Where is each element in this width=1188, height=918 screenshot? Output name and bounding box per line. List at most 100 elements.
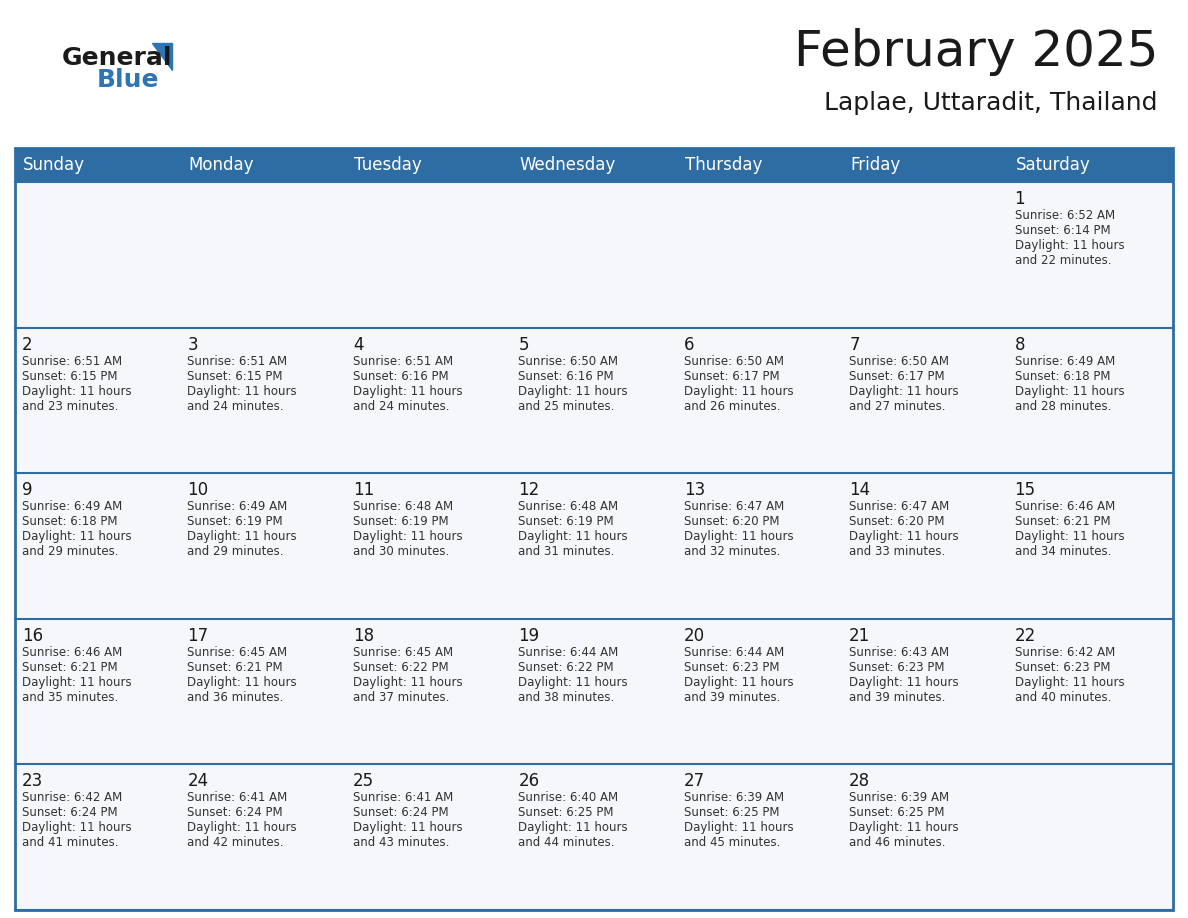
Text: Sunrise: 6:44 AM: Sunrise: 6:44 AM	[518, 645, 619, 659]
Text: Sunset: 6:23 PM: Sunset: 6:23 PM	[849, 661, 944, 674]
Text: 13: 13	[684, 481, 704, 499]
Text: and 33 minutes.: and 33 minutes.	[849, 545, 946, 558]
Bar	[15, 182, 181, 328]
Text: Sunrise: 6:39 AM: Sunrise: 6:39 AM	[684, 791, 784, 804]
Text: Daylight: 11 hours: Daylight: 11 hours	[23, 531, 132, 543]
Text: 3: 3	[188, 336, 198, 353]
Text: 21: 21	[849, 627, 871, 644]
Text: 25: 25	[353, 772, 374, 790]
Text: and 26 minutes.: and 26 minutes.	[684, 399, 781, 412]
Text: Sunset: 6:22 PM: Sunset: 6:22 PM	[518, 661, 614, 674]
Text: and 39 minutes.: and 39 minutes.	[684, 691, 781, 704]
Text: Tuesday: Tuesday	[354, 156, 422, 174]
Text: and 45 minutes.: and 45 minutes.	[684, 836, 781, 849]
Text: Sunrise: 6:50 AM: Sunrise: 6:50 AM	[518, 354, 618, 367]
Text: and 23 minutes.: and 23 minutes.	[23, 399, 119, 412]
Text: 2: 2	[23, 336, 32, 353]
Bar	[677, 182, 842, 328]
Bar	[511, 328, 677, 473]
Text: 14: 14	[849, 481, 871, 499]
Text: Daylight: 11 hours: Daylight: 11 hours	[849, 822, 959, 834]
Text: and 38 minutes.: and 38 minutes.	[518, 691, 614, 704]
Text: Sunset: 6:25 PM: Sunset: 6:25 PM	[849, 806, 944, 820]
Text: Daylight: 11 hours: Daylight: 11 hours	[849, 385, 959, 397]
Text: Daylight: 11 hours: Daylight: 11 hours	[1015, 676, 1124, 688]
Bar	[15, 148, 1173, 910]
Text: Daylight: 11 hours: Daylight: 11 hours	[353, 531, 462, 543]
Text: 12: 12	[518, 481, 539, 499]
Text: General: General	[62, 46, 172, 70]
Text: Sunday: Sunday	[23, 156, 86, 174]
Text: Sunrise: 6:48 AM: Sunrise: 6:48 AM	[353, 500, 453, 513]
Text: and 37 minutes.: and 37 minutes.	[353, 691, 449, 704]
Text: 6: 6	[684, 336, 694, 353]
Text: Daylight: 11 hours: Daylight: 11 hours	[684, 531, 794, 543]
Text: and 24 minutes.: and 24 minutes.	[353, 399, 449, 412]
Bar	[677, 473, 842, 619]
Text: Sunrise: 6:40 AM: Sunrise: 6:40 AM	[518, 791, 619, 804]
Text: and 27 minutes.: and 27 minutes.	[849, 399, 946, 412]
Text: Daylight: 11 hours: Daylight: 11 hours	[684, 822, 794, 834]
Text: Sunset: 6:21 PM: Sunset: 6:21 PM	[1015, 515, 1111, 528]
Text: Sunset: 6:19 PM: Sunset: 6:19 PM	[188, 515, 283, 528]
Bar	[181, 182, 346, 328]
Text: Sunset: 6:25 PM: Sunset: 6:25 PM	[684, 806, 779, 820]
Text: Sunrise: 6:45 AM: Sunrise: 6:45 AM	[353, 645, 453, 659]
Text: Sunrise: 6:41 AM: Sunrise: 6:41 AM	[353, 791, 453, 804]
Bar	[346, 328, 511, 473]
Text: Sunset: 6:14 PM: Sunset: 6:14 PM	[1015, 224, 1111, 237]
Text: Sunrise: 6:49 AM: Sunrise: 6:49 AM	[1015, 354, 1114, 367]
Text: Daylight: 11 hours: Daylight: 11 hours	[518, 531, 628, 543]
Text: 28: 28	[849, 772, 871, 790]
Text: 9: 9	[23, 481, 32, 499]
Text: Daylight: 11 hours: Daylight: 11 hours	[23, 385, 132, 397]
Text: Daylight: 11 hours: Daylight: 11 hours	[849, 531, 959, 543]
Text: 11: 11	[353, 481, 374, 499]
Bar	[511, 473, 677, 619]
Bar	[1007, 182, 1173, 328]
Text: Daylight: 11 hours: Daylight: 11 hours	[849, 676, 959, 688]
Text: Daylight: 11 hours: Daylight: 11 hours	[188, 531, 297, 543]
Text: Sunset: 6:17 PM: Sunset: 6:17 PM	[684, 370, 779, 383]
Text: Sunrise: 6:50 AM: Sunrise: 6:50 AM	[684, 354, 784, 367]
Text: Sunset: 6:24 PM: Sunset: 6:24 PM	[353, 806, 449, 820]
Text: Sunrise: 6:48 AM: Sunrise: 6:48 AM	[518, 500, 619, 513]
Bar	[346, 765, 511, 910]
Text: Daylight: 11 hours: Daylight: 11 hours	[353, 676, 462, 688]
Bar	[181, 473, 346, 619]
Text: and 30 minutes.: and 30 minutes.	[353, 545, 449, 558]
Text: Sunset: 6:20 PM: Sunset: 6:20 PM	[684, 515, 779, 528]
Text: 22: 22	[1015, 627, 1036, 644]
Text: Thursday: Thursday	[684, 156, 762, 174]
Text: February 2025: February 2025	[794, 28, 1158, 76]
Text: and 28 minutes.: and 28 minutes.	[1015, 399, 1111, 412]
Bar	[677, 619, 842, 765]
Text: Sunrise: 6:44 AM: Sunrise: 6:44 AM	[684, 645, 784, 659]
Text: Sunrise: 6:42 AM: Sunrise: 6:42 AM	[1015, 645, 1114, 659]
Bar	[15, 619, 181, 765]
Text: 15: 15	[1015, 481, 1036, 499]
Text: and 40 minutes.: and 40 minutes.	[1015, 691, 1111, 704]
Text: Sunrise: 6:46 AM: Sunrise: 6:46 AM	[23, 645, 122, 659]
Text: and 43 minutes.: and 43 minutes.	[353, 836, 449, 849]
Text: Sunrise: 6:51 AM: Sunrise: 6:51 AM	[23, 354, 122, 367]
Text: 20: 20	[684, 627, 704, 644]
Text: 24: 24	[188, 772, 209, 790]
Text: Daylight: 11 hours: Daylight: 11 hours	[1015, 385, 1124, 397]
Text: Sunset: 6:23 PM: Sunset: 6:23 PM	[684, 661, 779, 674]
Text: and 29 minutes.: and 29 minutes.	[188, 545, 284, 558]
Text: Daylight: 11 hours: Daylight: 11 hours	[1015, 239, 1124, 252]
Polygon shape	[152, 43, 172, 70]
Text: 10: 10	[188, 481, 209, 499]
Text: and 46 minutes.: and 46 minutes.	[849, 836, 946, 849]
Text: Blue: Blue	[97, 68, 159, 92]
Text: Sunrise: 6:47 AM: Sunrise: 6:47 AM	[684, 500, 784, 513]
Bar	[511, 765, 677, 910]
Text: Friday: Friday	[851, 156, 901, 174]
Text: 7: 7	[849, 336, 860, 353]
Text: Monday: Monday	[189, 156, 254, 174]
Text: 16: 16	[23, 627, 43, 644]
Text: 8: 8	[1015, 336, 1025, 353]
Bar	[15, 765, 181, 910]
Bar	[1007, 328, 1173, 473]
